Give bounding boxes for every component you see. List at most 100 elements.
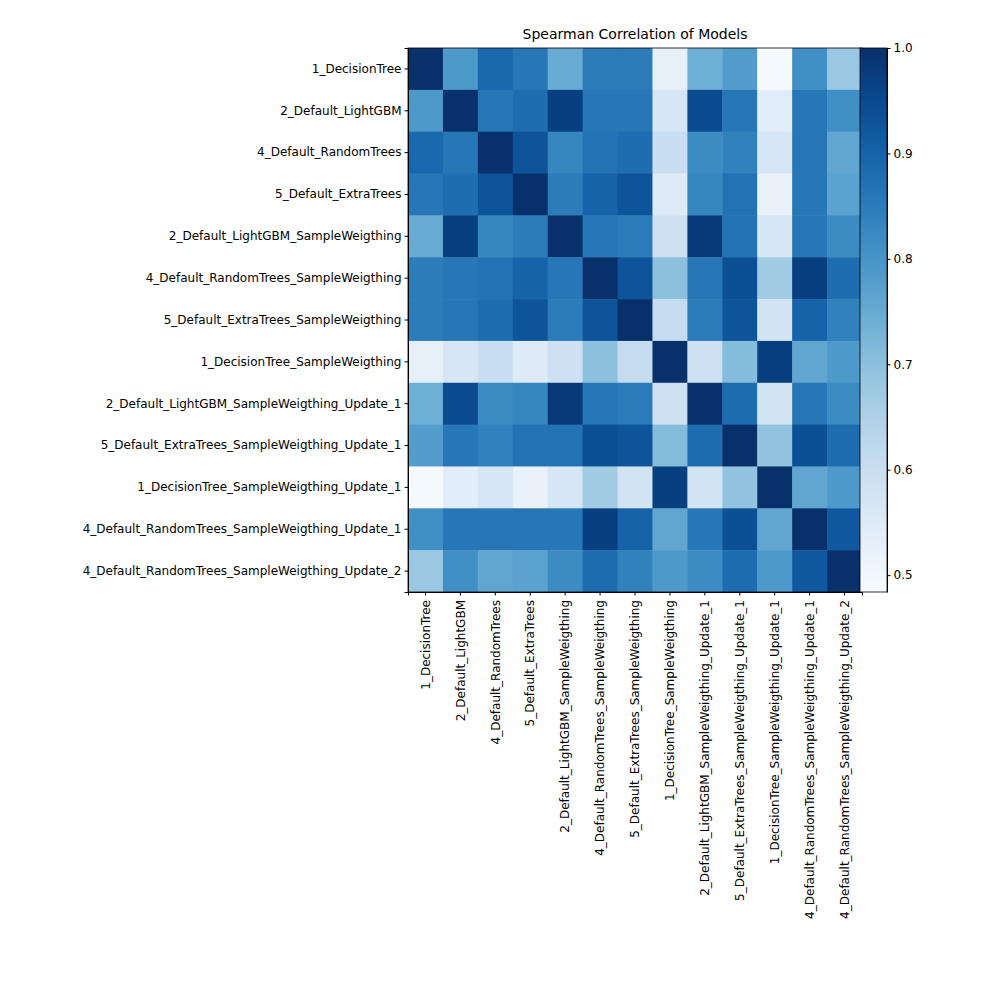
x-tick-mark xyxy=(530,592,531,596)
heatmap-cell xyxy=(443,341,478,383)
y-tick: 5_Default_ExtraTrees_SampleWeigthing xyxy=(164,313,408,327)
heatmap-cell xyxy=(687,174,722,216)
heatmap-cell xyxy=(722,174,757,216)
heatmap-cell xyxy=(513,174,548,216)
y-tick-label: 4_Default_RandomTrees_SampleWeigthing_Up… xyxy=(83,564,402,578)
heatmap-cell xyxy=(408,508,443,550)
heatmap-cell xyxy=(687,383,722,425)
y-tick-mark xyxy=(405,110,409,111)
x-tick: 5_Default_ExtraTrees xyxy=(523,592,537,726)
heatmap-cell xyxy=(443,508,478,550)
heatmap-cell xyxy=(722,425,757,467)
heatmap-cell xyxy=(548,508,583,550)
y-tick: 2_Default_LightGBM_SampleWeigthing_Updat… xyxy=(106,397,408,411)
heatmap-cell xyxy=(722,132,757,174)
heatmap-cell xyxy=(548,90,583,132)
heatmap-cell xyxy=(757,425,792,467)
heatmap-cell xyxy=(408,550,443,592)
heatmap-cell xyxy=(478,48,513,90)
colorbar xyxy=(860,48,887,592)
heatmap-cell xyxy=(513,257,548,299)
x-tick-mark xyxy=(635,592,636,596)
heatmap-cell xyxy=(408,299,443,341)
heatmap-cell xyxy=(478,215,513,257)
heatmap-cell xyxy=(757,383,792,425)
x-tick: 2_Default_LightGBM xyxy=(454,592,468,721)
cells xyxy=(408,48,862,592)
colorbar-tick: 0.8 xyxy=(887,252,913,266)
heatmap-cell xyxy=(757,550,792,592)
y-tick-label: 5_Default_ExtraTrees xyxy=(275,187,401,201)
heatmap-cell xyxy=(722,341,757,383)
heatmap-cell xyxy=(652,257,687,299)
heatmap-cell xyxy=(583,174,618,216)
heatmap-cell xyxy=(722,508,757,550)
heatmap-cell xyxy=(652,550,687,592)
heatmap-cell xyxy=(792,215,827,257)
heatmap-cell xyxy=(583,383,618,425)
y-tick: 1_DecisionTree xyxy=(312,62,408,76)
y-tick-mark xyxy=(405,529,409,530)
x-tick-label: 5_Default_ExtraTrees xyxy=(523,600,537,726)
colorbar-axis: 0.50.60.70.80.91.0 xyxy=(887,41,913,592)
heatmap-cell xyxy=(513,132,548,174)
y-tick-label: 2_Default_LightGBM xyxy=(280,104,401,118)
colorbar-tick-mark xyxy=(887,470,891,471)
heatmap-cell xyxy=(548,132,583,174)
x-tick-mark xyxy=(565,592,566,596)
heatmap-cell xyxy=(443,174,478,216)
colorbar-tick-mark xyxy=(887,48,891,49)
heatmap-cell xyxy=(757,508,792,550)
y-tick-label: 1_DecisionTree xyxy=(312,62,402,76)
y-tick-mark xyxy=(405,361,409,362)
x-tick-label: 4_Default_RandomTrees xyxy=(489,600,503,744)
heatmap-cell xyxy=(757,466,792,508)
x-tick-mark xyxy=(809,592,810,596)
heatmap-cell xyxy=(722,383,757,425)
colorbar-tick: 0.5 xyxy=(887,568,913,582)
colorbar-tick: 0.9 xyxy=(887,147,913,161)
heatmap-cell xyxy=(757,341,792,383)
x-tick: 5_Default_ExtraTrees_SampleWeigthing_Upd… xyxy=(733,592,747,901)
heatmap-cell xyxy=(757,132,792,174)
heatmap-cell xyxy=(652,508,687,550)
heatmap-cell xyxy=(652,425,687,467)
heatmap-cell xyxy=(478,132,513,174)
heatmap-cell xyxy=(722,48,757,90)
x-tick-label: 1_DecisionTree xyxy=(419,600,433,690)
heatmap-cell xyxy=(583,132,618,174)
heatmap-cell xyxy=(408,383,443,425)
heatmap-cell xyxy=(652,174,687,216)
heatmap-cell xyxy=(618,257,653,299)
y-tick-label: 5_Default_ExtraTrees_SampleWeigthing xyxy=(164,313,402,327)
y-tick-mark xyxy=(405,487,409,488)
x-tick-mark xyxy=(600,592,601,596)
heatmap-cell xyxy=(478,508,513,550)
plot-frame xyxy=(408,48,862,592)
colorbar-tick-label: 0.9 xyxy=(894,147,913,161)
heatmap-cell xyxy=(827,425,862,467)
heatmap-cell xyxy=(548,550,583,592)
y-tick-mark xyxy=(405,320,409,321)
x-tick-mark xyxy=(844,592,845,596)
y-tick-mark xyxy=(405,152,409,153)
heatmap-cell xyxy=(757,215,792,257)
heatmap-cell xyxy=(478,299,513,341)
heatmap-cell xyxy=(827,550,862,592)
heatmap-cell xyxy=(548,383,583,425)
heatmap-cell xyxy=(827,90,862,132)
heatmap-cell xyxy=(583,90,618,132)
heatmap-cell xyxy=(722,90,757,132)
heatmap-cell xyxy=(408,90,443,132)
heatmap-cell xyxy=(792,508,827,550)
colorbar-tick-label: 1.0 xyxy=(894,41,913,55)
heatmap-cell xyxy=(408,466,443,508)
heatmap-cell xyxy=(443,90,478,132)
heatmap-cell xyxy=(757,257,792,299)
heatmap-cell xyxy=(792,383,827,425)
heatmap-cell xyxy=(478,383,513,425)
heatmap-cell xyxy=(722,550,757,592)
colorbar-tick-label: 0.5 xyxy=(894,568,913,582)
x-tick: 1_DecisionTree xyxy=(419,592,433,690)
heatmap-cell xyxy=(827,215,862,257)
